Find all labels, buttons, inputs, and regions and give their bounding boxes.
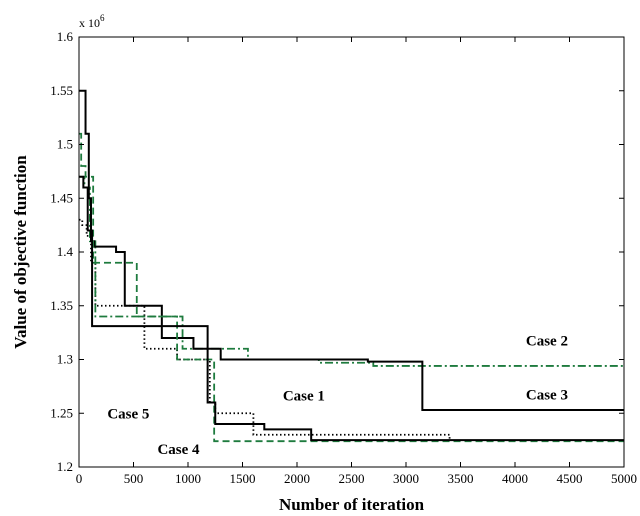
y-tick-label: 1.6	[57, 29, 74, 44]
x-ticks: 0 500 1000 1500 2000 2500 3000 3500 4000 4500 5000	[76, 37, 637, 486]
x-tick-label: 500	[124, 471, 144, 486]
x-tick-label: 2500	[339, 471, 365, 486]
x-tick-label: 4500	[557, 471, 583, 486]
series-line-case-1	[79, 218, 451, 441]
series-line-case-5	[79, 175, 624, 442]
x-tick-label: 4000	[502, 471, 528, 486]
series-label-case-2: Case 2	[526, 334, 568, 350]
y-tick-label: 1.55	[50, 83, 73, 98]
y-tick-label: 1.3	[57, 352, 73, 367]
series-line-case-4	[79, 132, 624, 443]
y-axis-title: Value of objective function	[11, 155, 30, 349]
y-tick-label: 1.2	[57, 459, 73, 474]
y-tick-label: 1.5	[57, 137, 73, 152]
series-label-case-4: Case 4	[157, 442, 200, 458]
series-line-case-3	[79, 89, 624, 412]
series-label-case-3: Case 3	[526, 387, 568, 403]
series-label-case-5: Case 5	[107, 407, 149, 423]
x-tick-label: 0	[76, 471, 83, 486]
x-axis-title: Number of iteration	[279, 495, 425, 514]
y-tick-label: 1.45	[50, 190, 73, 205]
y-tick-label: 1.35	[50, 298, 73, 313]
x-tick-label: 2000	[284, 471, 310, 486]
y-ticks: 1.2 1.25 1.3 1.35 1.4 1.45 1.5 1.55 1.6	[50, 29, 624, 474]
series-layer	[79, 89, 624, 443]
series-label-case-1: Case 1	[283, 388, 325, 404]
case-labels: Case 1 Case 2 Case 3 Case 4 Case 5	[107, 334, 568, 459]
x-tick-label: 1000	[175, 471, 201, 486]
series-line-case-2	[79, 175, 624, 367]
y-multiplier-base: x 10	[79, 16, 100, 30]
y-multiplier-exponent: 6	[100, 13, 105, 23]
x-tick-label: 3000	[393, 471, 419, 486]
y-tick-label: 1.4	[57, 244, 74, 259]
x-tick-label: 3500	[448, 471, 474, 486]
x-tick-label: 1500	[230, 471, 256, 486]
y-tick-label: 1.25	[50, 405, 73, 420]
x-tick-label: 5000	[611, 471, 637, 486]
y-multiplier-label: x 106	[79, 13, 105, 30]
